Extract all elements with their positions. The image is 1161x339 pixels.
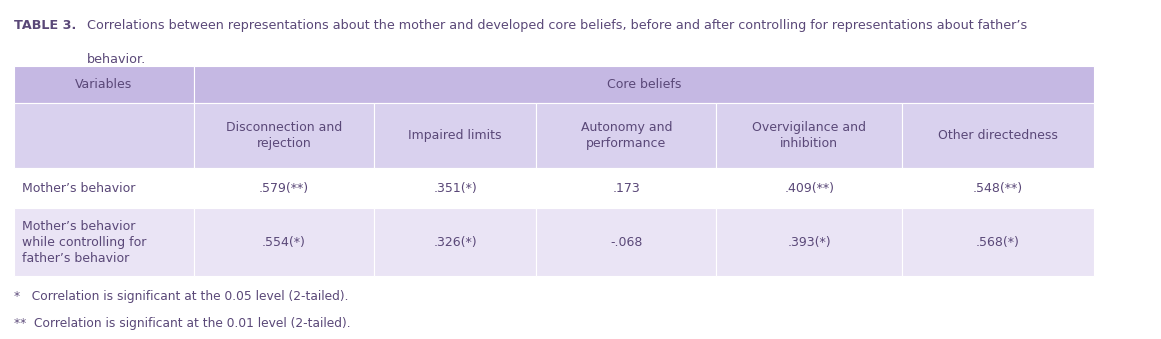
Text: Autonomy and
performance: Autonomy and performance bbox=[580, 121, 672, 150]
Text: Disconnection and
rejection: Disconnection and rejection bbox=[225, 121, 342, 150]
Text: .548(**): .548(**) bbox=[973, 182, 1023, 195]
Bar bbox=[374, 103, 536, 168]
Text: **  Correlation is significant at the 0.01 level (2-tailed).: ** Correlation is significant at the 0.0… bbox=[14, 317, 351, 330]
Bar bbox=[14, 103, 194, 168]
Text: .393(*): .393(*) bbox=[787, 236, 831, 249]
Bar bbox=[194, 208, 374, 276]
Bar bbox=[194, 103, 374, 168]
Bar bbox=[716, 168, 902, 208]
Text: .579(**): .579(**) bbox=[259, 182, 309, 195]
Bar bbox=[14, 168, 194, 208]
Text: Mother’s behavior: Mother’s behavior bbox=[22, 182, 136, 195]
Text: .568(*): .568(*) bbox=[976, 236, 1019, 249]
Text: Core beliefs: Core beliefs bbox=[606, 78, 682, 91]
Text: Variables: Variables bbox=[75, 78, 132, 91]
Text: Mother’s behavior
while controlling for
father’s behavior: Mother’s behavior while controlling for … bbox=[22, 220, 146, 265]
Text: Impaired limits: Impaired limits bbox=[409, 129, 502, 142]
Bar bbox=[536, 168, 716, 208]
Text: .351(*): .351(*) bbox=[433, 182, 477, 195]
Text: .409(**): .409(**) bbox=[784, 182, 835, 195]
Bar bbox=[902, 168, 1094, 208]
Bar bbox=[716, 103, 902, 168]
Text: .326(*): .326(*) bbox=[433, 236, 477, 249]
Bar bbox=[374, 168, 536, 208]
Bar bbox=[716, 208, 902, 276]
Bar bbox=[536, 208, 716, 276]
Bar bbox=[536, 103, 716, 168]
Text: Correlations between representations about the mother and developed core beliefs: Correlations between representations abo… bbox=[87, 19, 1027, 32]
Bar bbox=[14, 66, 194, 103]
Text: .554(*): .554(*) bbox=[262, 236, 305, 249]
Text: behavior.: behavior. bbox=[87, 53, 146, 65]
Text: TABLE 3.: TABLE 3. bbox=[14, 19, 77, 32]
Bar bbox=[902, 208, 1094, 276]
Bar bbox=[902, 103, 1094, 168]
Text: Overvigilance and
inhibition: Overvigilance and inhibition bbox=[752, 121, 866, 150]
Bar bbox=[374, 208, 536, 276]
Text: .173: .173 bbox=[613, 182, 640, 195]
Bar bbox=[194, 66, 1094, 103]
Text: *   Correlation is significant at the 0.05 level (2-tailed).: * Correlation is significant at the 0.05… bbox=[14, 290, 348, 303]
Bar bbox=[14, 208, 194, 276]
Text: -.068: -.068 bbox=[611, 236, 642, 249]
Text: Other directedness: Other directedness bbox=[938, 129, 1058, 142]
Bar bbox=[194, 168, 374, 208]
